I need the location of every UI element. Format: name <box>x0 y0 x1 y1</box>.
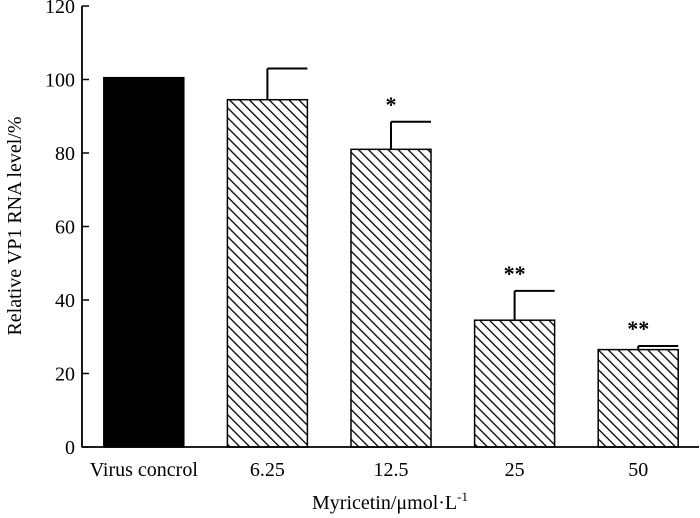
labels-layer: Virus concrol 6.25 * 12.5 ** 25 ** 50 0 20 40 60 80 1… <box>4 0 649 514</box>
axes-layer <box>81 5 699 448</box>
x-tick-label: 50 <box>628 459 648 481</box>
y-tick-label: 100 <box>45 70 75 92</box>
bar <box>103 76 185 448</box>
y-axis-title: Relative VP1 RNA level/% <box>4 116 26 335</box>
y-tick-label: 0 <box>65 437 75 459</box>
y-tick-label: 40 <box>55 290 75 312</box>
x-tick-label: 12.5 <box>374 459 409 481</box>
error-bars-layer <box>266 67 679 350</box>
bar <box>226 98 309 448</box>
y-tick-label: 80 <box>55 143 75 165</box>
y-tick-label: 20 <box>55 364 75 386</box>
bar <box>473 319 556 448</box>
significance-marker: ** <box>504 261 526 286</box>
bar <box>597 348 679 448</box>
x-axis-title-superscript: -1 <box>457 489 468 504</box>
significance-marker: ** <box>627 316 649 341</box>
x-tick-label: Virus concrol <box>90 459 199 481</box>
x-axis-title: Myricetin/μmol·L-1 <box>312 489 468 514</box>
x-tick-label: 25 <box>505 459 525 481</box>
significance-marker: * <box>386 92 397 117</box>
y-tick-label: 120 <box>45 0 75 18</box>
bar <box>350 148 432 448</box>
x-tick-label: 6.25 <box>250 459 285 481</box>
y-tick-label: 60 <box>55 217 75 239</box>
